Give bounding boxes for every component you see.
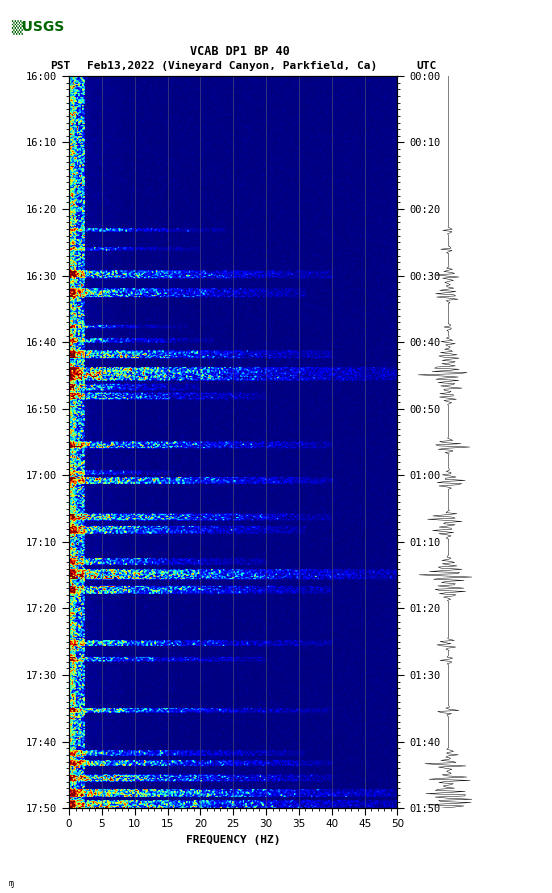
Text: VCAB DP1 BP 40: VCAB DP1 BP 40 <box>190 46 290 58</box>
X-axis label: FREQUENCY (HZ): FREQUENCY (HZ) <box>186 835 280 845</box>
Text: Feb13,2022 (Vineyard Canyon, Parkfield, Ca): Feb13,2022 (Vineyard Canyon, Parkfield, … <box>87 61 377 71</box>
Text: ɱ: ɱ <box>8 879 13 888</box>
Text: ▒USGS: ▒USGS <box>11 21 64 35</box>
Text: UTC: UTC <box>417 61 437 71</box>
Text: PST: PST <box>50 61 70 71</box>
